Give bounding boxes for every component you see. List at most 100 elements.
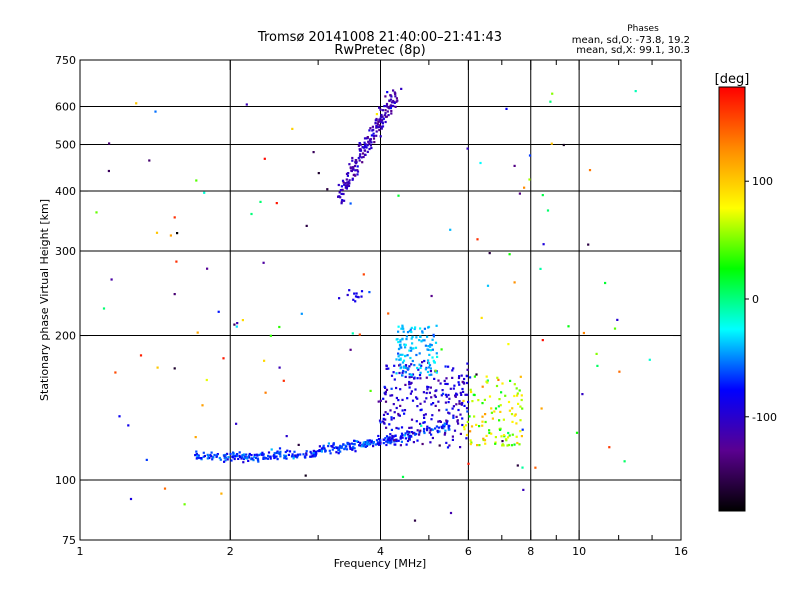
data-point [110, 278, 113, 281]
data-point [314, 453, 317, 456]
data-point [541, 339, 544, 342]
data-point [389, 106, 392, 110]
data-point [343, 199, 346, 202]
data-point [478, 444, 481, 447]
data-point [401, 337, 404, 340]
data-point [398, 344, 402, 347]
data-point [344, 182, 347, 185]
data-point [419, 429, 422, 432]
data-point [233, 323, 236, 326]
data-point [391, 437, 394, 440]
data-point [360, 290, 364, 293]
data-point [217, 310, 220, 313]
data-point [440, 394, 443, 397]
data-point [431, 356, 434, 359]
data-point [397, 355, 400, 358]
data-point [353, 439, 356, 442]
data-point [266, 457, 269, 460]
data-point [519, 405, 522, 408]
data-point [183, 503, 186, 506]
data-point [461, 423, 464, 427]
data-point [364, 143, 367, 146]
data-point [416, 439, 419, 442]
data-point [384, 393, 387, 396]
data-point [473, 375, 476, 378]
data-point [274, 456, 277, 459]
data-point [236, 454, 239, 457]
data-point [195, 457, 198, 460]
data-point [449, 387, 452, 390]
data-point [414, 388, 417, 391]
data-point [394, 95, 397, 98]
data-point [353, 292, 356, 295]
data-point [283, 457, 286, 460]
data-point [282, 379, 285, 382]
data-point [493, 410, 496, 413]
data-point [485, 375, 488, 378]
data-point [351, 156, 354, 160]
data-point [375, 134, 378, 137]
data-point [393, 440, 396, 443]
data-point [518, 443, 521, 446]
chart-subtitle: RwPretec (8p) [334, 43, 425, 58]
data-point [549, 100, 552, 103]
data-point [240, 457, 243, 460]
data-point [224, 453, 227, 456]
data-point [394, 438, 397, 441]
data-point [422, 421, 425, 424]
data-point [366, 136, 369, 139]
data-point [418, 433, 421, 436]
data-point [261, 451, 264, 454]
data-point [387, 114, 390, 117]
data-point [200, 457, 203, 460]
data-point [412, 347, 415, 350]
data-point [445, 441, 448, 444]
data-point [425, 391, 428, 395]
data-point [418, 339, 421, 342]
data-point [397, 352, 400, 355]
data-point [269, 457, 272, 460]
data-point [377, 434, 380, 438]
data-point [290, 455, 294, 458]
data-point [357, 144, 360, 147]
data-point [417, 368, 420, 371]
data-point [408, 330, 411, 333]
data-point [102, 307, 106, 310]
data-point [587, 243, 590, 246]
data-point [354, 295, 358, 298]
data-point [404, 383, 407, 386]
data-point [400, 366, 403, 369]
data-point [342, 443, 345, 446]
data-point [517, 402, 520, 405]
data-point [434, 395, 437, 398]
data-point [433, 394, 436, 397]
data-point [389, 98, 393, 101]
data-point [427, 366, 431, 369]
y-tick-label: 100 [55, 474, 76, 487]
data-point [504, 394, 507, 397]
data-point [448, 428, 451, 431]
data-point [484, 413, 487, 416]
data-point [399, 437, 402, 440]
data-point [392, 417, 395, 420]
data-point [385, 443, 388, 447]
data-point [465, 437, 468, 440]
y-tick-label: 600 [55, 101, 76, 114]
data-point [596, 364, 599, 367]
data-point [370, 134, 373, 137]
data-point [362, 155, 365, 159]
data-point [370, 441, 373, 444]
data-point [387, 441, 390, 444]
data-point [427, 362, 431, 365]
data-point [363, 149, 367, 152]
data-point [331, 448, 334, 451]
data-point [341, 179, 345, 182]
data-point [402, 359, 406, 362]
data-point [520, 435, 523, 438]
data-point [387, 312, 390, 315]
x-axis: 1 2 4 6 8 10 16 [77, 60, 688, 558]
data-point [397, 414, 400, 417]
data-point [516, 464, 519, 467]
data-point [449, 511, 453, 515]
